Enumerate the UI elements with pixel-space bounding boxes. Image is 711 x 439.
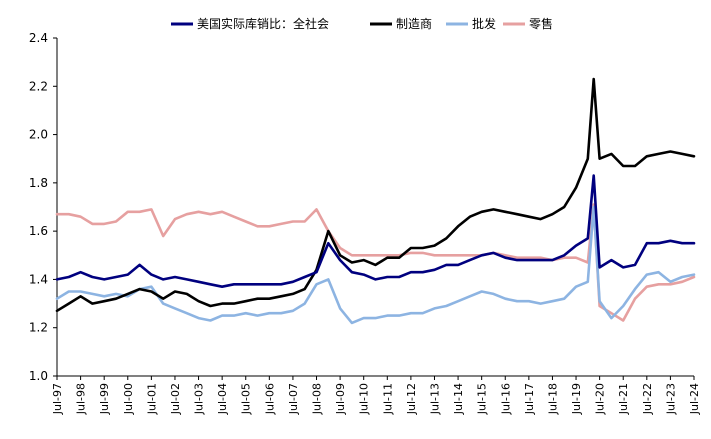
x-tick-label: Jul-98	[75, 383, 88, 415]
x-tick-label: Jul-22	[641, 383, 654, 415]
x-tick-label: Jul-06	[263, 383, 276, 415]
x-tick-label: Jul-14	[452, 383, 465, 415]
x-tick-label: Jul-16	[499, 383, 512, 415]
x-tick-label: Jul-19	[570, 383, 583, 415]
series-line-1	[55, 77, 696, 313]
x-tick-label: Jul-17	[523, 383, 536, 415]
x-tick-label: Jul-03	[193, 383, 206, 415]
x-tick-label: Jul-08	[311, 383, 324, 415]
legend-label-0: 美国实际库销比：全社会	[197, 16, 329, 31]
y-tick-label: 2.0	[29, 128, 48, 142]
y-tick-label: 1.0	[29, 369, 48, 383]
x-tick-label: Jul-97	[51, 383, 64, 415]
y-tick-label: 1.6	[29, 224, 48, 238]
x-tick-label: Jul-13	[428, 383, 441, 415]
legend-label-3: 零售	[529, 16, 553, 31]
x-tick-label: Jul-15	[476, 383, 489, 415]
x-tick-label: Jul-10	[358, 383, 371, 415]
x-tick-label: Jul-05	[240, 383, 253, 415]
x-tick-label: Jul-02	[169, 383, 182, 415]
x-tick-label: Jul-04	[216, 383, 229, 415]
x-tick-label: Jul-20	[594, 383, 607, 415]
y-tick-label: 2.2	[29, 79, 48, 93]
x-tick-label: Jul-24	[688, 383, 701, 415]
x-axis: Jul-97 Jul-98 Jul-99 Jul-00 Jul-01 Jul-02 Jul-…	[51, 375, 701, 415]
legend: 美国实际库销比：全社会 制造商 批发 零售	[171, 16, 553, 31]
x-tick-label: Jul-99	[98, 383, 111, 415]
x-tick-label: Jul-23	[664, 383, 677, 415]
legend-label-1: 制造商	[396, 16, 432, 31]
y-tick-label: 2.4	[29, 31, 48, 45]
y-axis: 1.0 1.2 1.4 1.6 1.8 2.0 2.2 2.4	[29, 31, 58, 383]
x-tick-label: Jul-21	[617, 383, 630, 415]
x-tick-label: Jul-09	[334, 383, 347, 415]
y-tick-label: 1.2	[29, 321, 48, 335]
x-tick-label: Jul-18	[546, 383, 559, 415]
series-line-2	[55, 205, 696, 325]
x-tick-label: Jul-01	[145, 383, 158, 415]
legend-label-2: 批发	[472, 16, 496, 31]
x-tick-label: Jul-12	[405, 383, 418, 415]
x-tick-label: Jul-00	[122, 383, 135, 415]
y-tick-label: 1.4	[29, 272, 48, 286]
y-tick-label: 1.8	[29, 176, 48, 190]
plot-series	[55, 77, 696, 325]
x-tick-label: Jul-11	[381, 383, 394, 415]
x-tick-label: Jul-07	[287, 383, 300, 415]
series-line-0	[55, 174, 696, 289]
